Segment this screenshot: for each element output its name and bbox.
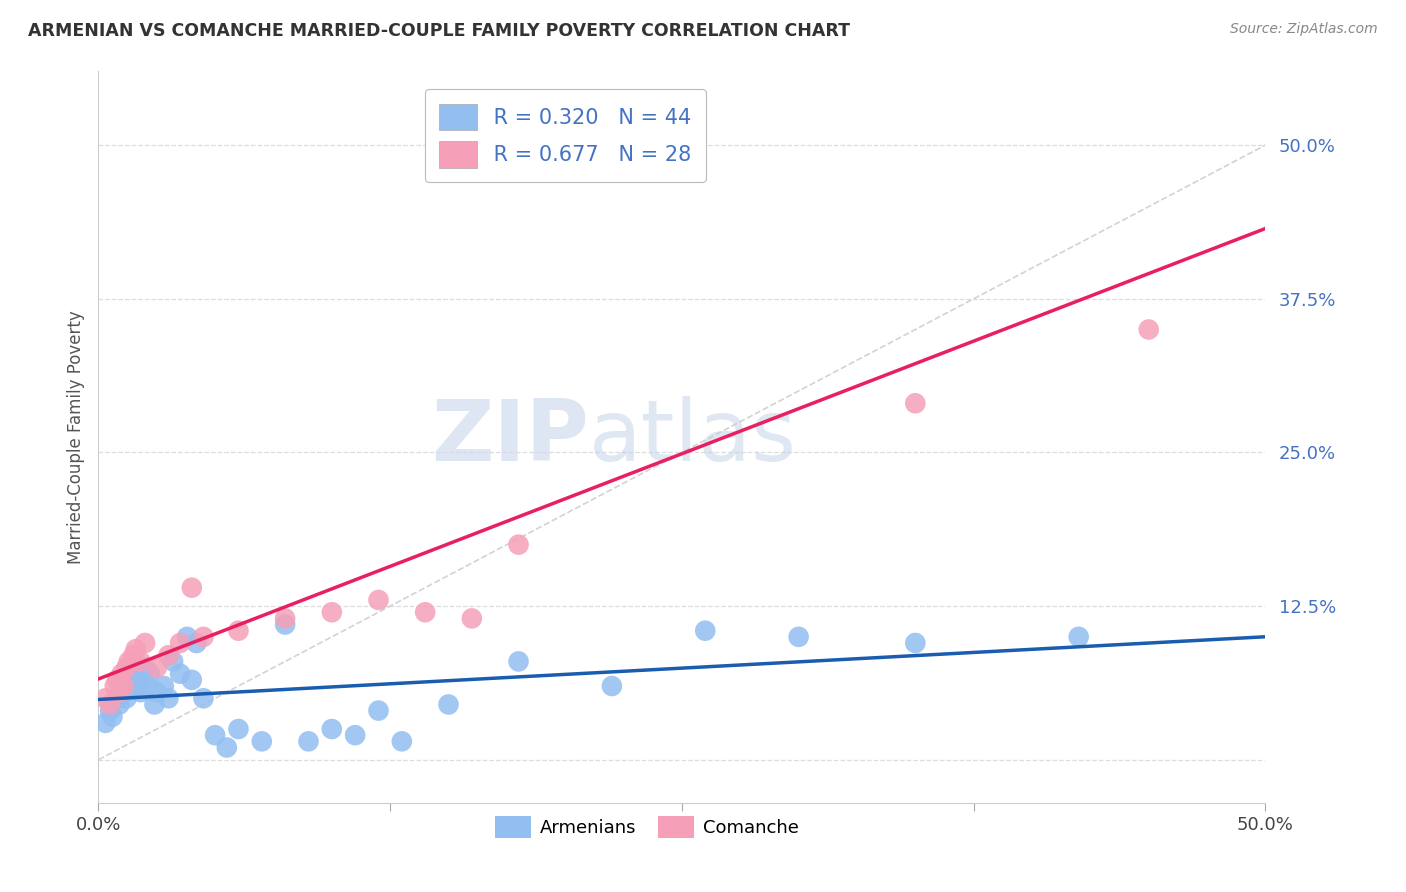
Point [120, 679, 142, 693]
Point [129, 655, 152, 669]
Point [344, 728, 367, 742]
Point [101, 710, 124, 724]
Point [162, 655, 184, 669]
Point [111, 666, 134, 681]
Point [118, 655, 141, 669]
Legend: Armenians, Comanche: Armenians, Comanche [488, 808, 806, 845]
Point [215, 740, 238, 755]
Point [105, 691, 128, 706]
Point [115, 691, 138, 706]
Point [180, 673, 202, 687]
Point [169, 636, 191, 650]
Point [152, 679, 174, 693]
Text: atlas: atlas [589, 395, 797, 479]
Point [413, 605, 436, 619]
Point [1067, 630, 1090, 644]
Point [250, 734, 273, 748]
Point [111, 679, 134, 693]
Point [367, 704, 389, 718]
Text: ZIP: ZIP [430, 395, 589, 479]
Y-axis label: Married-Couple Family Poverty: Married-Couple Family Poverty [66, 310, 84, 564]
Point [367, 593, 389, 607]
Point [228, 624, 250, 638]
Point [146, 685, 169, 699]
Point [391, 734, 413, 748]
Point [274, 611, 297, 625]
Point [321, 605, 343, 619]
Point [146, 660, 169, 674]
Point [193, 630, 215, 644]
Point [134, 660, 156, 674]
Point [112, 679, 135, 693]
Point [787, 630, 810, 644]
Point [180, 581, 202, 595]
Point [554, 138, 576, 153]
Point [125, 673, 148, 687]
Point [274, 617, 297, 632]
Text: ARMENIAN VS COMANCHE MARRIED-COUPLE FAMILY POVERTY CORRELATION CHART: ARMENIAN VS COMANCHE MARRIED-COUPLE FAMI… [28, 22, 851, 40]
Point [108, 685, 131, 699]
Point [904, 636, 927, 650]
Point [94, 691, 117, 706]
Point [157, 691, 180, 706]
Point [695, 624, 717, 638]
Point [186, 636, 208, 650]
Point [139, 666, 162, 681]
Point [94, 715, 117, 730]
Point [508, 655, 530, 669]
Text: Source: ZipAtlas.com: Source: ZipAtlas.com [1230, 22, 1378, 37]
Point [108, 698, 131, 712]
Point [122, 648, 145, 663]
Point [193, 691, 215, 706]
Point [98, 698, 121, 712]
Point [112, 685, 135, 699]
Point [98, 704, 121, 718]
Point [105, 673, 128, 687]
Point [118, 673, 141, 687]
Point [508, 538, 530, 552]
Point [127, 679, 149, 693]
Point [122, 666, 145, 681]
Point [297, 734, 319, 748]
Point [125, 642, 148, 657]
Point [115, 660, 138, 674]
Point [169, 666, 191, 681]
Point [143, 698, 166, 712]
Point [904, 396, 927, 410]
Point [461, 611, 484, 625]
Point [204, 728, 226, 742]
Point [129, 685, 152, 699]
Point [136, 679, 159, 693]
Point [134, 636, 156, 650]
Point [1137, 322, 1160, 336]
Point [228, 722, 250, 736]
Point [176, 630, 198, 644]
Point [600, 679, 623, 693]
Point [104, 679, 127, 693]
Point [321, 722, 343, 736]
Point [437, 698, 460, 712]
Point [157, 648, 180, 663]
